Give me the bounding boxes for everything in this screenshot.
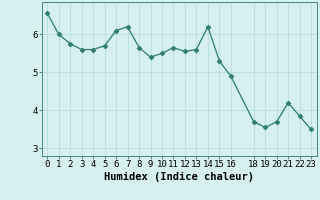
X-axis label: Humidex (Indice chaleur): Humidex (Indice chaleur) <box>104 172 254 182</box>
